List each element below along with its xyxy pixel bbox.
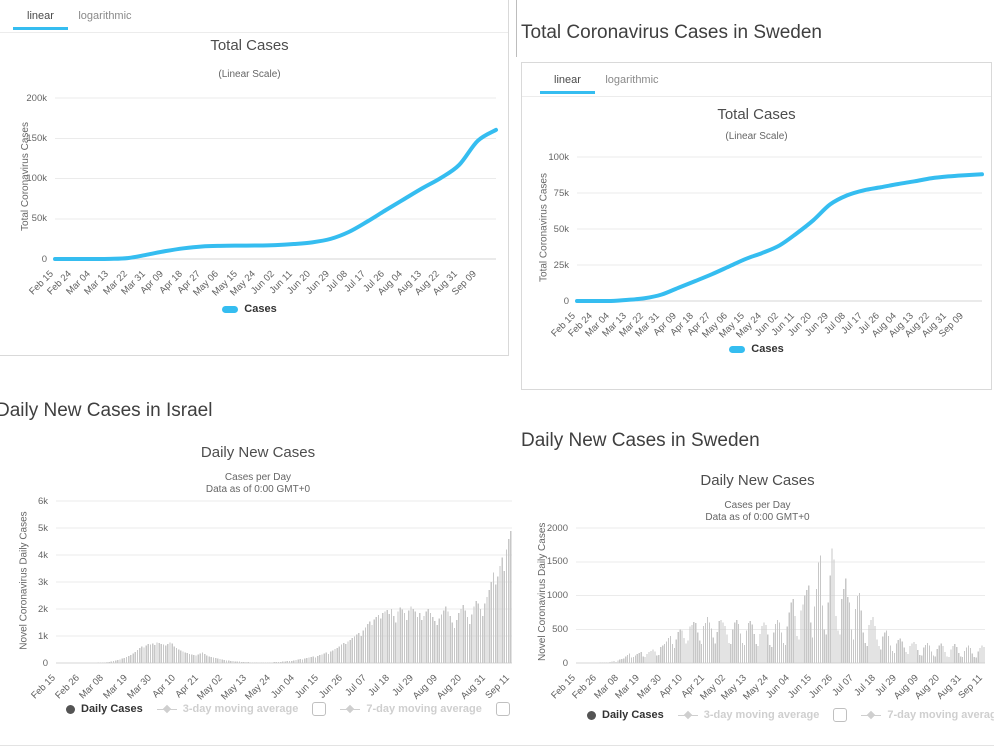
y-tick-label: 200k xyxy=(0,93,47,104)
sweden-total-cases-panel: linear logarithmic Total Cases (Linear S… xyxy=(521,62,992,390)
legend-item-daily-cases[interactable]: Daily Cases xyxy=(66,703,143,715)
y-tick-label: 75k xyxy=(522,188,569,199)
y-tick-label: 100k xyxy=(522,152,569,163)
ma3-marker-icon xyxy=(157,705,177,714)
legend-label-7day-avg: 7-day moving average xyxy=(366,703,482,715)
y-tick-label: 1k xyxy=(0,631,48,642)
legend-item-cases[interactable]: Cases xyxy=(522,343,991,355)
daily-cases-marker-icon xyxy=(587,711,596,720)
legend-item-7day-avg[interactable]: 7-day moving average xyxy=(861,709,994,721)
y-tick-label: 0 xyxy=(521,658,568,669)
sweden-daily-chart: Daily New Cases Cases per Day Data as of… xyxy=(521,460,994,749)
column-divider xyxy=(516,0,517,57)
cases-series-marker-icon xyxy=(222,306,238,313)
y-tick-label: 50k xyxy=(0,213,47,224)
sweden-daily-heading: Daily New Cases in Sweden xyxy=(521,430,760,452)
legend-item-3day-avg[interactable]: 3-day moving average xyxy=(157,703,299,715)
israel-daily-heading: Daily New Cases in Israel xyxy=(0,400,212,422)
israel-total-cases-panel: linear logarithmic Total Cases (Linear S… xyxy=(0,0,509,356)
sweden-total-heading: Total Coronavirus Cases in Sweden xyxy=(521,22,822,44)
legend-item-cases[interactable]: Cases xyxy=(0,303,508,315)
y-tick-label: 500 xyxy=(521,624,568,635)
cases-series-marker-icon xyxy=(729,346,745,353)
y-tick-label: 0 xyxy=(522,296,569,307)
legend-label-cases: Cases xyxy=(751,343,783,355)
checkbox-3day-avg[interactable] xyxy=(312,702,326,716)
checkbox-3day-avg[interactable] xyxy=(833,708,847,722)
ma7-marker-icon xyxy=(861,711,881,720)
y-tick-label: 1000 xyxy=(521,590,568,601)
israel-daily-chart: Daily New Cases Cases per Day Data as of… xyxy=(0,430,516,749)
legend-item-daily-cases[interactable]: Daily Cases xyxy=(587,709,664,721)
daily-cases-marker-icon xyxy=(66,705,75,714)
y-tick-label: 100k xyxy=(0,173,47,184)
y-tick-label: 150k xyxy=(0,133,47,144)
checkbox-7day-avg[interactable] xyxy=(496,702,510,716)
legend-item-3day-avg[interactable]: 3-day moving average xyxy=(678,709,820,721)
legend: Daily Cases 3-day moving average 7-day m… xyxy=(587,708,994,722)
legend-label-3day-avg: 3-day moving average xyxy=(183,703,299,715)
y-tick-label: 5k xyxy=(0,523,48,534)
y-tick-label: 50k xyxy=(522,224,569,235)
y-tick-label: 2k xyxy=(0,604,48,615)
y-tick-label: 6k xyxy=(0,496,48,507)
y-tick-label: 0 xyxy=(0,658,48,669)
y-tick-label: 4k xyxy=(0,550,48,561)
y-tick-label: 2000 xyxy=(521,523,568,534)
legend-label-cases: Cases xyxy=(244,303,276,315)
ma3-marker-icon xyxy=(678,711,698,720)
y-tick-label: 3k xyxy=(0,577,48,588)
legend-label-3day-avg: 3-day moving average xyxy=(704,709,820,721)
y-tick-label: 0 xyxy=(0,254,47,265)
ma7-marker-icon xyxy=(340,705,360,714)
y-tick-label: 1500 xyxy=(521,556,568,567)
legend-label-7day-avg: 7-day moving average xyxy=(887,709,994,721)
page-bottom-rule xyxy=(0,745,994,746)
legend-label-daily-cases: Daily Cases xyxy=(602,709,664,721)
legend-item-7day-avg[interactable]: 7-day moving average xyxy=(340,703,482,715)
y-tick-label: 25k xyxy=(522,260,569,271)
legend-label-daily-cases: Daily Cases xyxy=(81,703,143,715)
legend: Daily Cases 3-day moving average 7-day m… xyxy=(66,702,510,716)
